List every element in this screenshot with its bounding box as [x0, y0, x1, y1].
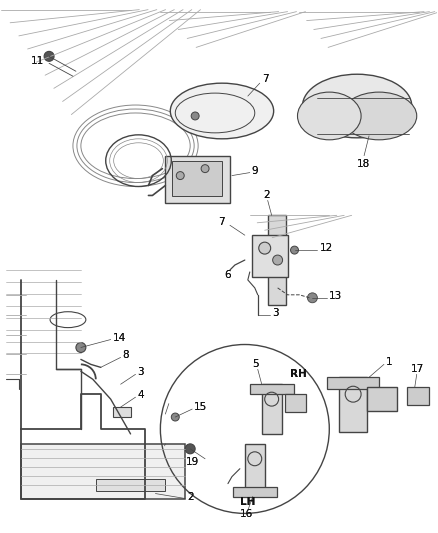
Text: 16: 16	[240, 510, 253, 520]
Text: 11: 11	[31, 56, 44, 66]
Bar	[21, 444, 185, 498]
Bar	[250, 384, 293, 394]
Circle shape	[44, 51, 54, 61]
Circle shape	[171, 413, 179, 421]
Text: 15: 15	[194, 402, 208, 412]
Text: 3: 3	[138, 367, 144, 377]
Bar	[285, 394, 307, 412]
Text: 4: 4	[138, 390, 144, 400]
Bar	[327, 377, 379, 389]
Text: RH: RH	[290, 369, 306, 379]
Text: 9: 9	[252, 166, 258, 175]
Bar	[165, 156, 230, 204]
Text: 1: 1	[386, 358, 392, 367]
Ellipse shape	[297, 92, 361, 140]
Text: LH: LH	[240, 497, 255, 506]
Bar	[252, 235, 288, 277]
Ellipse shape	[341, 92, 417, 140]
Text: 14: 14	[113, 333, 126, 343]
Bar	[96, 479, 165, 490]
Text: 3: 3	[272, 308, 278, 318]
Bar	[113, 407, 131, 417]
Text: 16: 16	[240, 510, 253, 520]
Text: 3: 3	[272, 308, 278, 318]
Text: 1: 1	[386, 358, 392, 367]
Text: 13: 13	[329, 291, 343, 301]
Text: 18: 18	[357, 159, 371, 168]
Text: 3: 3	[138, 367, 144, 377]
Text: 2: 2	[187, 491, 194, 502]
Bar	[367, 387, 397, 411]
Text: 15: 15	[194, 402, 208, 412]
Text: 7: 7	[262, 74, 268, 84]
Text: 14: 14	[113, 333, 126, 343]
Text: LH: LH	[240, 497, 255, 506]
Text: 8: 8	[123, 350, 129, 360]
Text: 2: 2	[264, 190, 270, 200]
Text: 17: 17	[411, 365, 424, 374]
Circle shape	[290, 246, 298, 254]
Text: 12: 12	[319, 243, 332, 253]
Circle shape	[307, 293, 318, 303]
Ellipse shape	[170, 83, 274, 139]
Text: 2: 2	[264, 190, 270, 200]
Text: 5: 5	[252, 359, 258, 369]
Text: 7: 7	[218, 217, 225, 227]
Text: 12: 12	[319, 243, 332, 253]
Ellipse shape	[303, 74, 412, 138]
Bar	[339, 377, 367, 432]
Circle shape	[259, 242, 271, 254]
Bar	[245, 444, 265, 489]
Text: 19: 19	[186, 457, 199, 467]
Text: RH: RH	[290, 369, 306, 379]
Circle shape	[201, 165, 209, 173]
Text: 11: 11	[31, 56, 44, 66]
Text: 13: 13	[329, 291, 343, 301]
Bar	[407, 387, 429, 405]
Bar	[233, 487, 277, 497]
Text: 6: 6	[224, 270, 230, 280]
Bar	[268, 215, 286, 305]
Circle shape	[273, 255, 283, 265]
Circle shape	[185, 444, 195, 454]
Text: 17: 17	[411, 365, 424, 374]
Bar	[172, 160, 222, 197]
Text: 19: 19	[186, 457, 199, 467]
Text: 18: 18	[357, 159, 371, 168]
Text: 4: 4	[138, 390, 144, 400]
Text: 6: 6	[224, 270, 230, 280]
Text: 9: 9	[252, 166, 258, 175]
Text: 8: 8	[123, 350, 129, 360]
Circle shape	[191, 112, 199, 120]
Text: 5: 5	[252, 359, 258, 369]
Text: 2: 2	[187, 491, 194, 502]
Text: 7: 7	[218, 217, 225, 227]
Bar	[262, 384, 282, 434]
Circle shape	[76, 343, 86, 352]
Text: 7: 7	[262, 74, 268, 84]
Circle shape	[176, 172, 184, 180]
